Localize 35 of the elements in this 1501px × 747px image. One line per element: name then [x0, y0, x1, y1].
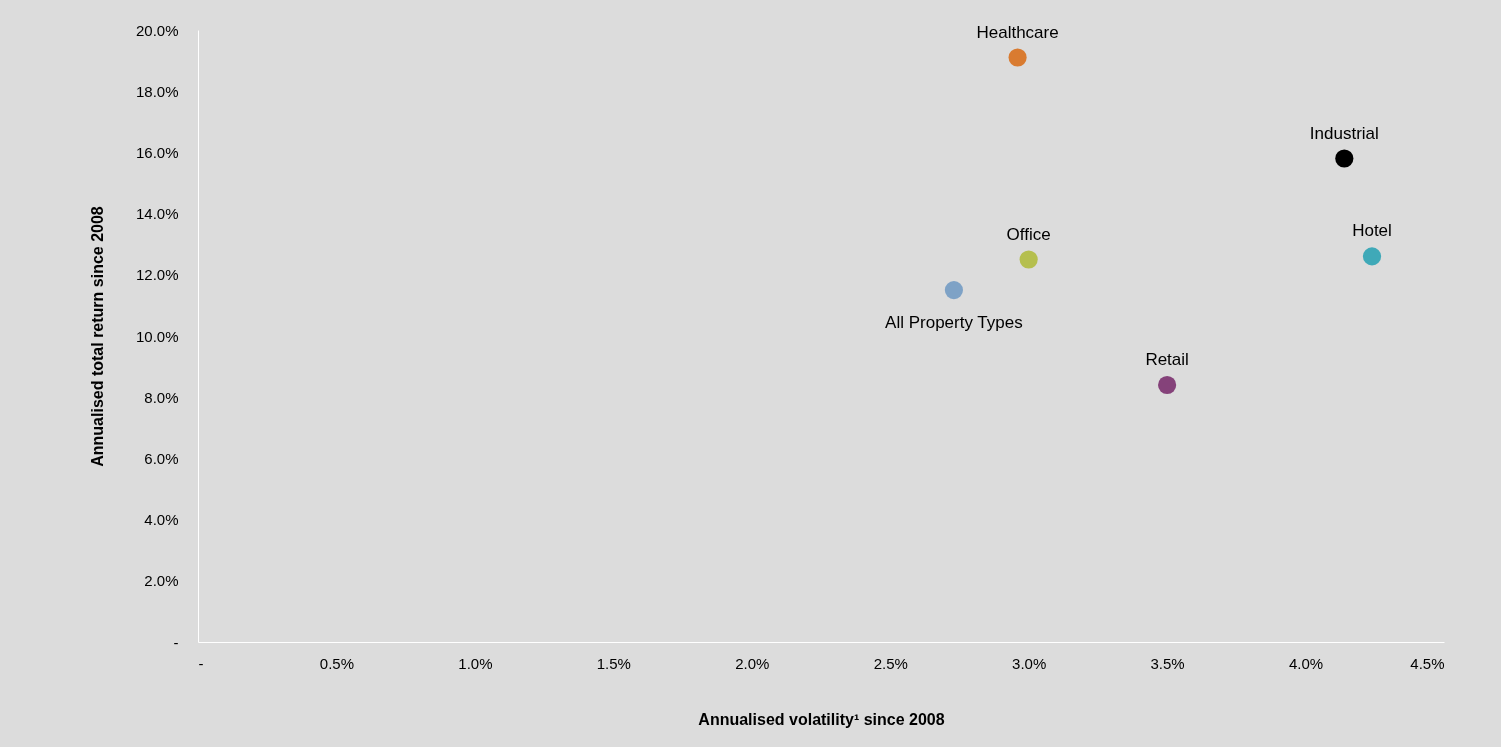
- x-tick-label: 4.0%: [1288, 654, 1324, 672]
- x-tick-label: 2.0%: [735, 654, 770, 672]
- point: [944, 281, 963, 300]
- x-axis-title: Annualised volatility¹ since 2008: [698, 710, 945, 728]
- y-tick-label: 14.0%: [135, 205, 179, 223]
- x-tick-label: 3.0%: [1012, 654, 1047, 672]
- y-tick-label: 12.0%: [135, 266, 179, 284]
- y-tick-label: 10.0%: [135, 327, 179, 345]
- point: [1019, 250, 1038, 269]
- series-label: Office: [1006, 224, 1051, 244]
- series-label: Hotel: [1352, 221, 1392, 241]
- series-label: Healthcare: [976, 22, 1059, 42]
- series-label: Industrial: [1309, 123, 1379, 143]
- series-label: All Property Types: [885, 313, 1023, 333]
- x-tick-label: 3.5%: [1150, 654, 1185, 672]
- point: [1008, 48, 1027, 67]
- x-tick-label: 1.0%: [458, 654, 493, 672]
- y-tick-label: 18.0%: [135, 82, 179, 100]
- x-tick-label: 1.5%: [596, 654, 631, 672]
- series-label: Retail: [1145, 349, 1189, 369]
- point: [1362, 247, 1382, 266]
- y-axis-title: Annualised total return since 2008: [88, 206, 106, 467]
- point: [1158, 375, 1177, 395]
- x-tick-label: 2.5%: [873, 654, 908, 672]
- y-tick-label: 6.0%: [144, 449, 179, 467]
- x-tick-label: -: [198, 654, 204, 672]
- y-tick-label: 16.0%: [135, 143, 179, 161]
- y-tick-label: 2.0%: [144, 572, 179, 590]
- x-tick-label: 0.5%: [319, 654, 355, 672]
- y-tick-label: 8.0%: [144, 388, 179, 406]
- y-tick-label: 20.0%: [135, 21, 179, 39]
- point: [1335, 149, 1354, 168]
- y-tick-label: 4.0%: [144, 511, 179, 529]
- y-tick-label: -: [173, 633, 179, 651]
- x-tick-label: 4.5%: [1410, 654, 1445, 672]
